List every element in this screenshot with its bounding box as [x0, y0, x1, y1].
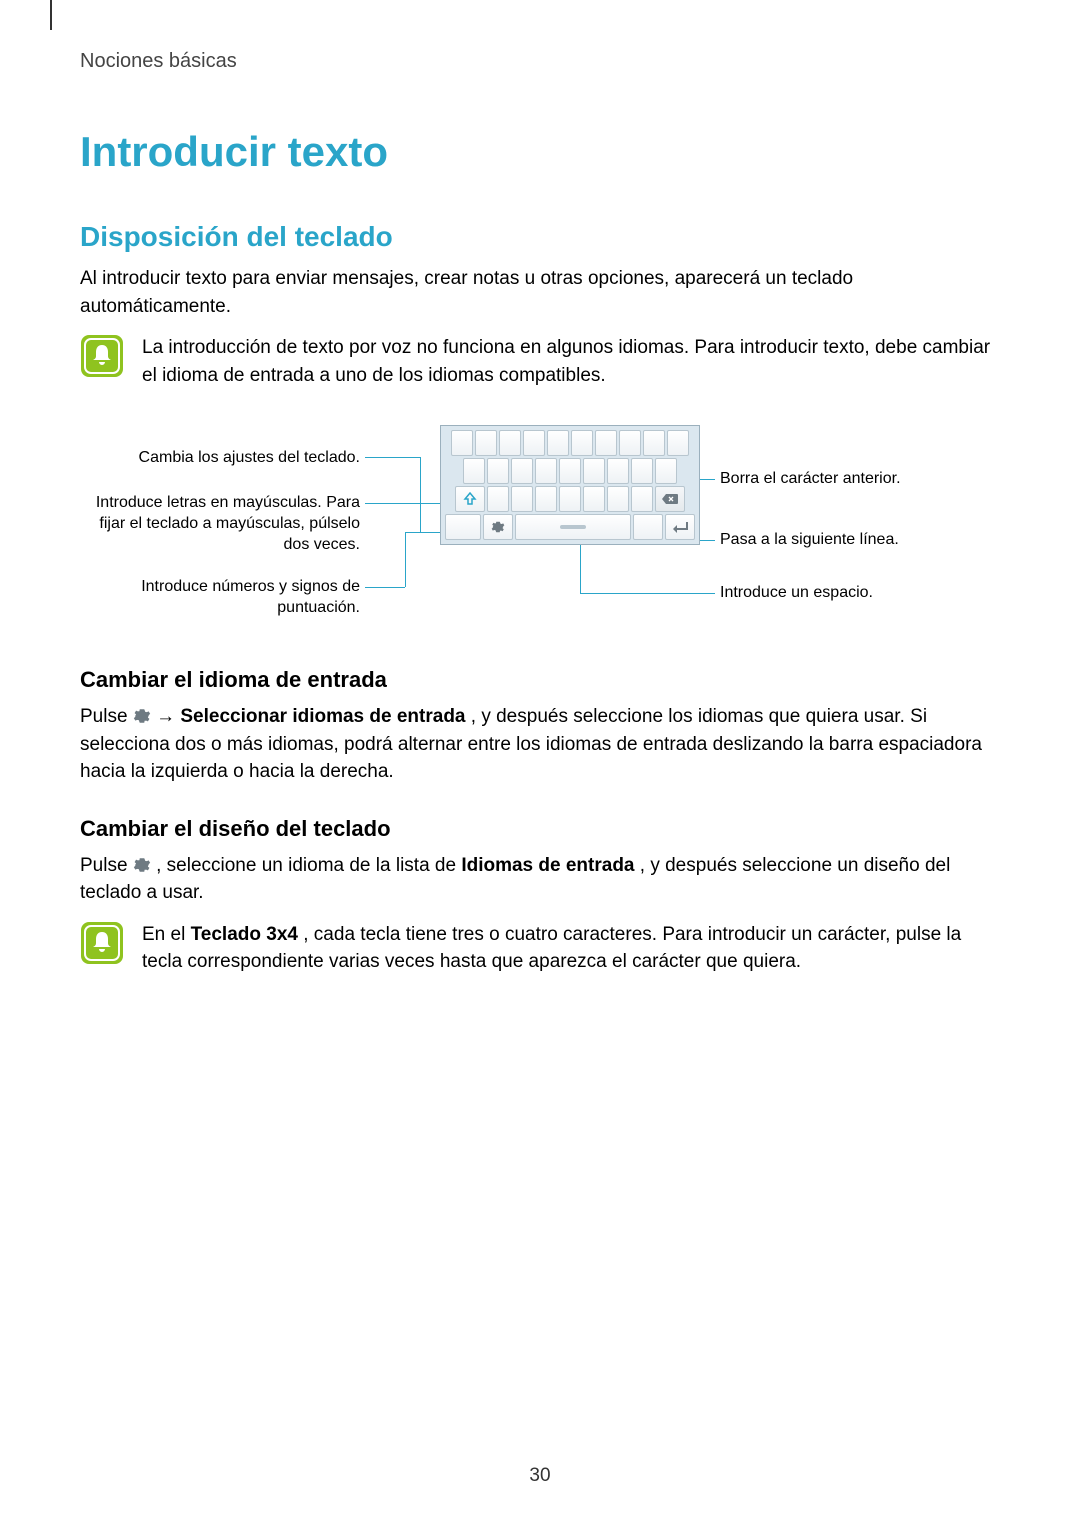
breadcrumb: Nociones básicas	[80, 50, 1000, 73]
line	[365, 587, 405, 588]
key	[655, 458, 677, 484]
line	[365, 457, 420, 458]
shift-key	[455, 486, 485, 512]
key	[667, 430, 689, 456]
side-rule	[50, 0, 52, 30]
text: En el	[142, 924, 191, 945]
key	[535, 486, 557, 512]
note1-text: La introducción de texto por voz no func…	[142, 334, 1000, 389]
line	[420, 457, 421, 532]
key	[487, 486, 509, 512]
symbols-key	[445, 514, 481, 540]
note-3x4-keyboard: En el Teclado 3x4 , cada tecla tiene tre…	[80, 921, 1000, 984]
period-key	[633, 514, 663, 540]
key	[631, 458, 653, 484]
section1-paragraph: Al introducir texto para enviar mensajes…	[80, 265, 1000, 320]
settings-key	[483, 514, 513, 540]
key	[451, 430, 473, 456]
key	[595, 430, 617, 456]
section3-paragraph: Pulse , seleccione un idioma de la lista…	[80, 852, 1000, 907]
key	[547, 430, 569, 456]
kbd-row-2	[445, 458, 695, 484]
line	[580, 542, 581, 593]
text: , seleccione un idioma de la lista de	[156, 855, 461, 876]
gear-icon	[133, 855, 151, 873]
key	[475, 430, 497, 456]
gear-icon	[133, 706, 151, 724]
key	[463, 458, 485, 484]
key	[511, 458, 533, 484]
key	[607, 458, 629, 484]
key	[583, 486, 605, 512]
page-content: Nociones básicas Introducir texto Dispos…	[0, 0, 1080, 984]
enter-key	[665, 514, 695, 540]
kbd-row-4	[445, 514, 695, 540]
page-title: Introducir texto	[80, 128, 1000, 176]
callout-space: Introduce un espacio.	[720, 583, 960, 604]
callout-symbols: Introduce números y signos de puntuación…	[80, 577, 360, 619]
callout-backspace: Borra el carácter anterior.	[720, 469, 960, 490]
key	[631, 486, 653, 512]
key	[571, 430, 593, 456]
key	[499, 430, 521, 456]
line	[405, 532, 406, 587]
section2-paragraph: Pulse → Seleccionar idiomas de entrada ,…	[80, 703, 1000, 786]
key	[559, 486, 581, 512]
section-heading-change-layout: Cambiar el diseño del teclado	[80, 816, 1000, 842]
text: →	[156, 706, 180, 727]
note-voice-input: La introducción de texto por voz no func…	[80, 334, 1000, 397]
section-heading-change-language: Cambiar el idioma de entrada	[80, 667, 1000, 693]
bold-text: Teclado 3x4	[191, 924, 298, 945]
kbd-row-1	[445, 430, 695, 456]
callout-settings: Cambia los ajustes del teclado.	[80, 448, 360, 469]
note2-text: En el Teclado 3x4 , cada tecla tiene tre…	[142, 921, 1000, 976]
key	[559, 458, 581, 484]
key	[511, 486, 533, 512]
bold-text: Idiomas de entrada	[461, 855, 634, 876]
key	[523, 430, 545, 456]
callout-shift: Introduce letras en mayúsculas. Para fij…	[80, 493, 360, 555]
key	[535, 458, 557, 484]
line	[365, 503, 450, 504]
key	[607, 486, 629, 512]
page-number: 30	[0, 1465, 1080, 1487]
line	[580, 593, 715, 594]
text: Pulse	[80, 706, 133, 727]
callout-enter: Pasa a la siguiente línea.	[720, 530, 960, 551]
bell-icon	[80, 334, 124, 378]
key	[619, 430, 641, 456]
key	[583, 458, 605, 484]
keyboard-illustration	[440, 425, 700, 545]
text: Pulse	[80, 855, 133, 876]
space-key	[515, 514, 631, 540]
keyboard-diagram: Cambia los ajustes del teclado. Introduc…	[80, 417, 1000, 637]
section-heading-layout: Disposición del teclado	[80, 221, 1000, 253]
bell-icon	[80, 921, 124, 965]
key	[643, 430, 665, 456]
bold-text: Seleccionar idiomas de entrada	[180, 706, 465, 727]
kbd-row-3	[445, 486, 695, 512]
backspace-key	[655, 486, 685, 512]
key	[487, 458, 509, 484]
